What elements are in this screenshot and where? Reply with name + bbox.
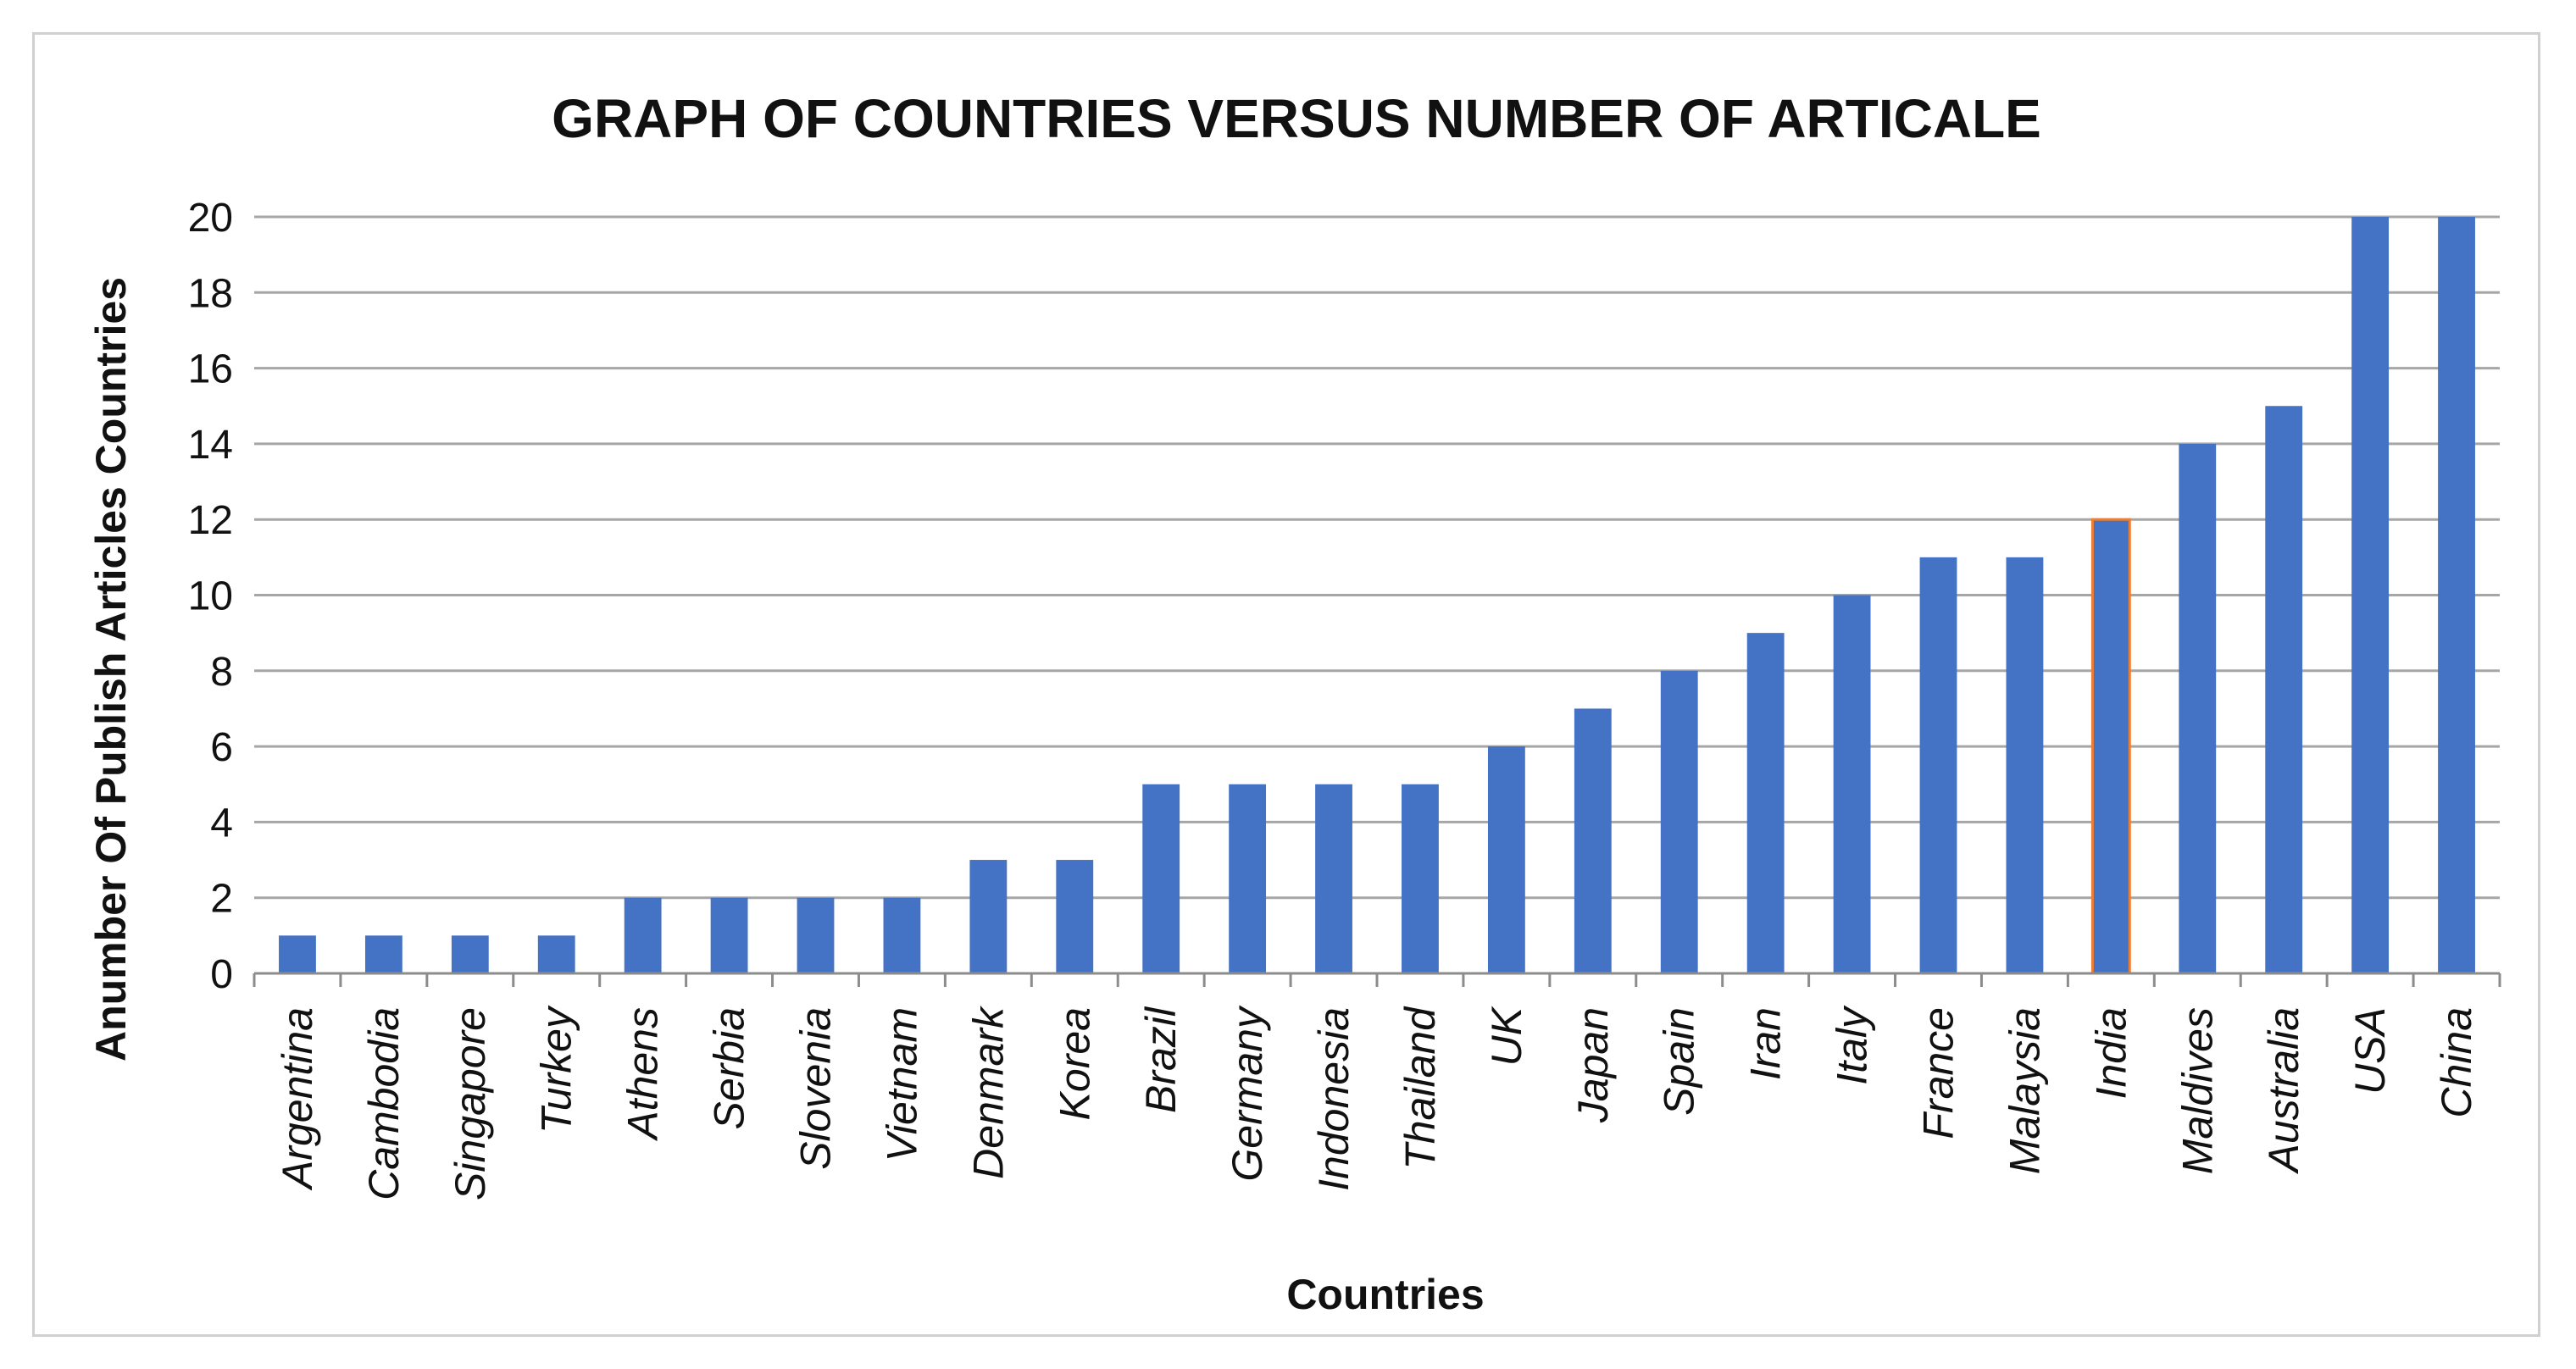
- bar-korea: [1056, 860, 1094, 973]
- x-tick-label: Singapore: [447, 1007, 494, 1200]
- bar-spain: [1660, 670, 1698, 973]
- x-axis-title: Countries: [1286, 1271, 1484, 1318]
- bar-china: [2438, 217, 2475, 973]
- y-tick-label: 14: [188, 423, 233, 468]
- bar-cambodia: [364, 935, 402, 973]
- x-tick-label: Indonesia: [1310, 1007, 1357, 1191]
- x-tick-label: Cambodia: [360, 1007, 408, 1200]
- y-tick-label: 10: [188, 574, 233, 619]
- bar-australia: [2265, 406, 2303, 973]
- bar-japan: [1574, 708, 1612, 973]
- x-tick-label: Maldives: [2174, 1007, 2221, 1174]
- bar-slovenia: [797, 897, 835, 973]
- x-tick-label: Brazil: [1137, 1006, 1185, 1113]
- bar-france: [1919, 557, 1957, 973]
- x-tick-label: UK: [1483, 1005, 1530, 1066]
- x-tick-label: Korea: [1051, 1007, 1098, 1120]
- bar-malaysia: [2006, 557, 2044, 973]
- x-tick-label: Serbia: [706, 1007, 753, 1130]
- bar-uk: [1487, 746, 1525, 973]
- bar-vietnam: [883, 897, 921, 973]
- x-tick-label: Denmark: [964, 1005, 1012, 1179]
- x-tick-label: Germany: [1224, 1005, 1271, 1182]
- bars: [279, 217, 2475, 975]
- x-tick-label: China: [2433, 1007, 2480, 1118]
- y-tick-labels: 0 2 4 6 8 10 12 14 16 18 20: [188, 196, 233, 997]
- x-tick-label: Slovenia: [792, 1007, 840, 1170]
- x-tick-label: USA: [2346, 1007, 2394, 1095]
- bar-germany: [1229, 784, 1267, 973]
- y-tick-label: 0: [210, 952, 233, 997]
- x-tick-label: Japan: [1569, 1007, 1617, 1123]
- x-tick-label: Vietnam: [878, 1007, 925, 1162]
- bar-brazil: [1142, 784, 1180, 973]
- x-tick-label: Argentina: [274, 1007, 321, 1191]
- bar-maldives: [2179, 443, 2217, 973]
- x-tick-label: France: [1915, 1007, 1963, 1139]
- bar-singapore: [451, 935, 489, 973]
- y-tick-label: 4: [210, 801, 233, 845]
- bar-india: [2090, 518, 2131, 975]
- bar-italy: [1833, 595, 1871, 973]
- bar-indonesia: [1315, 784, 1352, 973]
- y-tick-label: 12: [188, 498, 233, 543]
- y-tick-label: 18: [188, 271, 233, 316]
- y-tick-label: 8: [210, 650, 233, 695]
- x-tick-label: Australia: [2260, 1007, 2307, 1175]
- y-tick-label: 16: [188, 347, 233, 392]
- bar-argentina: [279, 935, 316, 973]
- bar-denmark: [969, 860, 1008, 973]
- x-tick-label: Italy: [1829, 1005, 1876, 1085]
- bar-serbia: [710, 897, 748, 973]
- bar-athens: [624, 897, 662, 973]
- bar-turkey: [537, 935, 575, 973]
- bar-usa: [2351, 217, 2390, 973]
- y-tick-label: 6: [210, 725, 233, 770]
- x-tick-labels: Argentina Cambodia Singapore Turkey Athens Se…: [274, 1005, 2480, 1200]
- x-tick-label: Spain: [1656, 1007, 1703, 1116]
- x-tick-label: India: [2087, 1007, 2135, 1099]
- chart-title: GRAPH OF COUNTRIES VERSUS NUMBER OF ARTI…: [552, 88, 2041, 149]
- x-tick-label: Athens: [619, 1007, 667, 1142]
- y-axis-title: Anumber Of Publish Articles Countries: [87, 277, 135, 1061]
- bar-thailand: [1402, 784, 1439, 973]
- x-tick-label: Malaysia: [2001, 1007, 2048, 1174]
- x-tick-label: Thailand: [1396, 1006, 1444, 1170]
- x-tick-label: Iran: [1742, 1007, 1790, 1080]
- y-tick-label: 2: [210, 877, 233, 922]
- x-tick-label: Turkey: [533, 1005, 580, 1133]
- y-tick-label: 20: [188, 196, 233, 241]
- bar-iran: [1746, 633, 1785, 973]
- gridlines: [253, 215, 2501, 987]
